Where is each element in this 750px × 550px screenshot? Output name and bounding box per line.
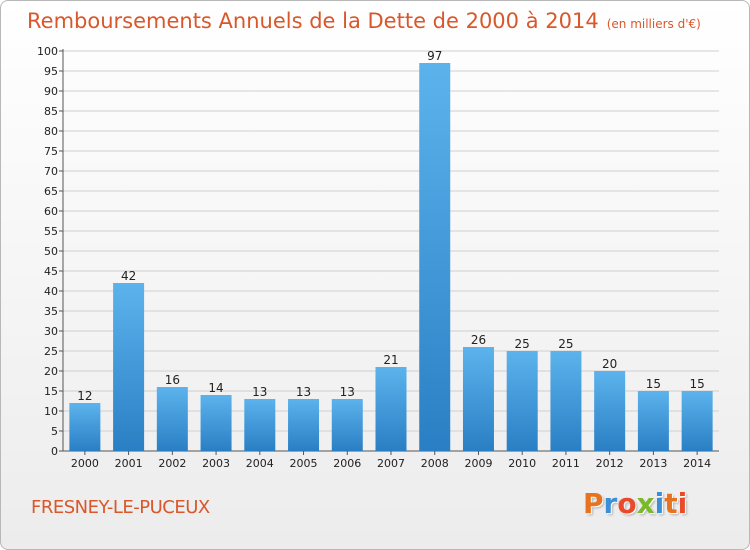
y-tick-label: 45 bbox=[44, 265, 58, 278]
x-tick-label: 2003 bbox=[202, 457, 230, 470]
y-tick-label: 70 bbox=[44, 165, 58, 178]
x-tick-label: 2000 bbox=[71, 457, 99, 470]
data-label: 26 bbox=[471, 333, 486, 347]
data-label: 13 bbox=[252, 385, 267, 399]
y-tick-label: 5 bbox=[51, 425, 58, 438]
data-label: 97 bbox=[427, 49, 442, 63]
x-tick-label: 2012 bbox=[596, 457, 624, 470]
data-label: 14 bbox=[208, 381, 223, 395]
logo-letter: i bbox=[677, 487, 688, 520]
data-label: 13 bbox=[340, 385, 355, 399]
bar bbox=[375, 367, 407, 451]
chart-title: Remboursements Annuels de la Dette de 20… bbox=[27, 9, 701, 33]
x-tick-label: 2008 bbox=[421, 457, 449, 470]
data-label: 25 bbox=[558, 337, 573, 351]
x-tick-label: 2009 bbox=[464, 457, 492, 470]
x-tick-label: 2002 bbox=[158, 457, 186, 470]
data-label: 12 bbox=[77, 389, 92, 403]
data-label: 15 bbox=[689, 377, 704, 391]
y-tick-label: 30 bbox=[44, 325, 58, 338]
bar bbox=[113, 283, 145, 451]
y-tick-label: 55 bbox=[44, 225, 58, 238]
y-tick-label: 0 bbox=[51, 445, 58, 458]
bar bbox=[156, 387, 188, 451]
data-label: 21 bbox=[383, 353, 398, 367]
data-label: 20 bbox=[602, 357, 617, 371]
bar bbox=[331, 399, 363, 451]
logo-letter: t bbox=[664, 487, 678, 520]
y-tick-label: 15 bbox=[44, 385, 58, 398]
x-tick-label: 2004 bbox=[246, 457, 274, 470]
proxiti-logo: Proxiti bbox=[583, 487, 687, 520]
bar bbox=[637, 391, 669, 451]
x-tick-label: 2005 bbox=[290, 457, 318, 470]
bar bbox=[681, 391, 713, 451]
bar bbox=[244, 399, 276, 451]
data-label: 15 bbox=[646, 377, 661, 391]
bar bbox=[200, 395, 232, 451]
logo-letter: x bbox=[636, 487, 655, 520]
y-tick-label: 90 bbox=[44, 85, 58, 98]
chart-unit: (en milliers d'€) bbox=[606, 17, 701, 31]
x-tick-label: 2001 bbox=[115, 457, 143, 470]
y-tick-label: 40 bbox=[44, 285, 58, 298]
y-tick-label: 50 bbox=[44, 245, 58, 258]
bar bbox=[550, 351, 582, 451]
x-tick-label: 2007 bbox=[377, 457, 405, 470]
x-tick-label: 2006 bbox=[333, 457, 361, 470]
logo-letter: o bbox=[617, 487, 637, 520]
x-tick-label: 2011 bbox=[552, 457, 580, 470]
bar bbox=[594, 371, 626, 451]
y-tick-label: 75 bbox=[44, 145, 58, 158]
chart-title-text: Remboursements Annuels de la Dette de 20… bbox=[27, 9, 599, 33]
y-tick-label: 80 bbox=[44, 125, 58, 138]
bar bbox=[69, 403, 101, 451]
y-tick-label: 60 bbox=[44, 205, 58, 218]
commune-name: FRESNEY-LE-PUCEUX bbox=[31, 497, 210, 518]
bar bbox=[506, 351, 538, 451]
data-label: 25 bbox=[515, 337, 530, 351]
data-label: 13 bbox=[296, 385, 311, 399]
data-label: 16 bbox=[165, 373, 180, 387]
y-tick-label: 85 bbox=[44, 105, 58, 118]
data-label: 42 bbox=[121, 269, 136, 283]
y-tick-label: 25 bbox=[44, 345, 58, 358]
y-tick-label: 65 bbox=[44, 185, 58, 198]
y-tick-label: 35 bbox=[44, 305, 58, 318]
x-tick-label: 2014 bbox=[683, 457, 711, 470]
x-tick-label: 2010 bbox=[508, 457, 536, 470]
bar bbox=[462, 347, 494, 451]
y-tick-label: 100 bbox=[37, 45, 58, 58]
y-tick-label: 95 bbox=[44, 65, 58, 78]
logo-letter: i bbox=[654, 487, 665, 520]
y-tick-label: 10 bbox=[44, 405, 58, 418]
logo-letter: r bbox=[603, 487, 618, 520]
y-tick-label: 20 bbox=[44, 365, 58, 378]
bar bbox=[288, 399, 320, 451]
logo-letter: P bbox=[583, 487, 604, 520]
x-tick-label: 2013 bbox=[639, 457, 667, 470]
bar bbox=[419, 63, 451, 451]
